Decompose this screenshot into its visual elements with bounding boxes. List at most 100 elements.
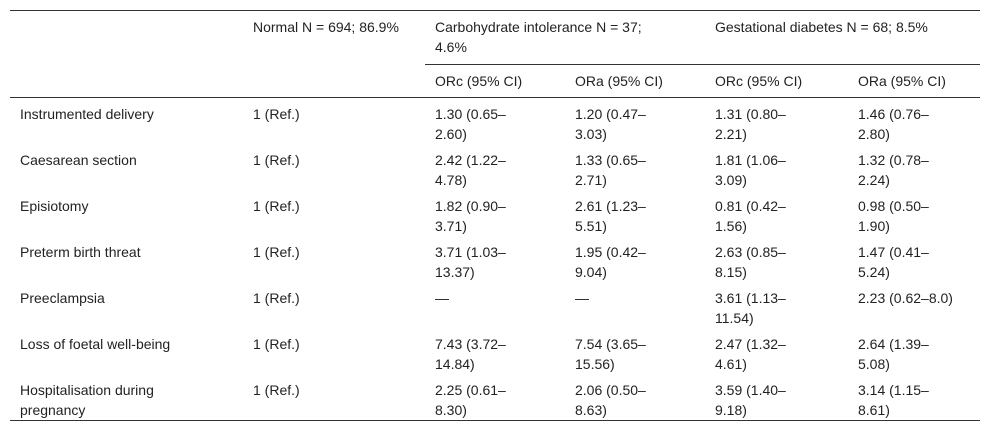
subheader: ORa (95% CI): [565, 64, 705, 98]
empty-cell: [243, 64, 425, 98]
cell-value: —: [575, 290, 589, 306]
value-cell: 1.81 (1.06–3.09): [705, 144, 848, 190]
value-cell: 2.64 (1.39–5.08): [848, 328, 980, 374]
row-label-cell: Preeclampsia: [10, 282, 243, 328]
value-cell: —: [425, 282, 565, 328]
cell-value: 1 (Ref.): [253, 106, 300, 122]
table-row: Instrumented delivery 1 (Ref.) 1.30 (0.65–…: [10, 98, 980, 145]
cell-value: 1.47 (0.41–5.24): [858, 244, 929, 280]
empty-cell: [10, 64, 243, 98]
value-cell: 1.32 (0.78–2.24): [848, 144, 980, 190]
cell-value: 7.54 (3.65–15.56): [575, 336, 646, 372]
cell-value: 3.61 (1.13–11.54): [715, 290, 786, 326]
value-cell: 3.71 (1.03–13.37): [425, 236, 565, 282]
cell-value: 2.06 (0.50–8.63): [575, 382, 646, 418]
group-header: Carbohydrate intolerance N = 37; 4.6%: [425, 10, 705, 65]
value-cell: 1 (Ref.): [243, 328, 425, 374]
cell-value: 1.32 (0.78–2.24): [858, 152, 929, 188]
results-table: Normal N = 694; 86.9% Carbohydrate intol…: [10, 10, 981, 421]
cell-value: 1 (Ref.): [253, 382, 300, 398]
cell-value: —: [435, 290, 449, 306]
value-cell: 1.47 (0.41–5.24): [848, 236, 980, 282]
row-label: Hospitalisation during pregnancy: [20, 382, 154, 418]
table-row: Loss of foetal well-being 1 (Ref.) 7.43 (3…: [10, 328, 980, 374]
value-cell: 0.98 (0.50–1.90): [848, 190, 980, 236]
value-cell: 1.33 (0.65–2.71): [565, 144, 705, 190]
subheader-row: ORc (95% CI) ORa (95% CI) ORc (95% CI) O…: [10, 64, 981, 98]
cell-value: 3.71 (1.03–13.37): [435, 244, 506, 280]
cell-value: 1.31 (0.80–2.21): [715, 106, 786, 142]
group-text: Carbohydrate intolerance N = 37; 4.6%: [435, 19, 642, 55]
value-cell: 2.63 (0.85–8.15): [705, 236, 848, 282]
row-label-cell: Episiotomy: [10, 190, 243, 236]
cell-value: 2.25 (0.61–8.30): [435, 382, 506, 418]
cell-value: 1.81 (1.06–3.09): [715, 152, 786, 188]
row-label-cell: Caesarean section: [10, 144, 243, 190]
cell-value: 0.98 (0.50–1.90): [858, 198, 929, 234]
value-cell: 1.20 (0.47–3.03): [565, 98, 705, 145]
cell-value: 7.43 (3.72–14.84): [435, 336, 506, 372]
group-text: Normal N = 694; 86.9%: [253, 19, 399, 35]
table-row: Preterm birth threat 1 (Ref.) 3.71 (1.03–1…: [10, 236, 980, 282]
value-cell: 2.23 (0.62–8.0): [848, 282, 980, 328]
row-label-cell: Instrumented delivery: [10, 98, 243, 145]
table-row: Preeclampsia 1 (Ref.) — — 3.61 (1.13–11.54) 2…: [10, 282, 980, 328]
cell-value: 2.42 (1.22–4.78): [435, 152, 506, 188]
value-cell: 2.42 (1.22–4.78): [425, 144, 565, 190]
value-cell: 1 (Ref.): [243, 374, 425, 421]
table-row: Hospitalisation during pregnancy 1 (Ref.)…: [10, 374, 980, 421]
value-cell: —: [565, 282, 705, 328]
value-cell: 2.06 (0.50–8.63): [565, 374, 705, 421]
row-label: Preeclampsia: [20, 290, 105, 306]
table-body: Normal N = 694; 86.9% Carbohydrate intol…: [10, 10, 981, 421]
value-cell: 2.61 (1.23–5.51): [565, 190, 705, 236]
row-label: Instrumented delivery: [20, 106, 154, 122]
value-cell: 1 (Ref.): [243, 236, 425, 282]
cell-value: 1.33 (0.65–2.71): [575, 152, 646, 188]
cell-value: 1.46 (0.76–2.80): [858, 106, 929, 142]
cell-value: 3.59 (1.40–9.18): [715, 382, 786, 418]
value-cell: 1.82 (0.90–3.71): [425, 190, 565, 236]
cell-value: 1.95 (0.42–9.04): [575, 244, 646, 280]
subheader: ORc (95% CI): [705, 64, 848, 98]
cell-value: 1.82 (0.90–3.71): [435, 198, 506, 234]
row-label-cell: Preterm birth threat: [10, 236, 243, 282]
cell-value: 2.63 (0.85–8.15): [715, 244, 786, 280]
row-label-cell: Loss of foetal well-being: [10, 328, 243, 374]
group-header-row: Normal N = 694; 86.9% Carbohydrate intol…: [10, 10, 981, 65]
value-cell: 1 (Ref.): [243, 190, 425, 236]
row-label-cell: Hospitalisation during pregnancy: [10, 374, 243, 421]
value-cell: 0.81 (0.42–1.56): [705, 190, 848, 236]
table-row: Episiotomy 1 (Ref.) 1.82 (0.90–3.71) 2.61 (…: [10, 190, 980, 236]
cell-value: 1 (Ref.): [253, 290, 300, 306]
cell-value: 1 (Ref.): [253, 244, 300, 260]
value-cell: 1 (Ref.): [243, 282, 425, 328]
value-cell: 1.30 (0.65–2.60): [425, 98, 565, 145]
cell-value: 2.23 (0.62–8.0): [858, 290, 953, 306]
value-cell: 7.43 (3.72–14.84): [425, 328, 565, 374]
cell-value: 1.30 (0.65–2.60): [435, 106, 506, 142]
subheader: ORa (95% CI): [848, 64, 981, 98]
subheader: ORc (95% CI): [425, 64, 565, 98]
cell-value: 2.61 (1.23–5.51): [575, 198, 646, 234]
value-cell: 1.46 (0.76–2.80): [848, 98, 980, 145]
value-cell: 1 (Ref.): [243, 98, 425, 145]
cell-value: 2.47 (1.32–4.61): [715, 336, 786, 372]
corner-cell: [10, 11, 243, 65]
value-cell: 2.47 (1.32–4.61): [705, 328, 848, 374]
group-text: Gestational diabetes N = 68; 8.5%: [715, 19, 928, 35]
table-row: Caesarean section 1 (Ref.) 2.42 (1.22–4.78…: [10, 144, 980, 190]
value-cell: 3.14 (1.15–8.61): [848, 374, 980, 421]
cell-value: 2.64 (1.39–5.08): [858, 336, 929, 372]
value-cell: 1 (Ref.): [243, 144, 425, 190]
group-header: Gestational diabetes N = 68; 8.5%: [705, 10, 981, 65]
value-cell: 1.95 (0.42–9.04): [565, 236, 705, 282]
cell-value: 1 (Ref.): [253, 198, 300, 214]
row-label: Loss of foetal well-being: [20, 336, 171, 352]
value-cell: 2.25 (0.61–8.30): [425, 374, 565, 421]
value-cell: 7.54 (3.65–15.56): [565, 328, 705, 374]
cell-value: 1 (Ref.): [253, 336, 300, 352]
cell-value: 0.81 (0.42–1.56): [715, 198, 786, 234]
value-cell: 3.59 (1.40–9.18): [705, 374, 848, 421]
value-cell: 3.61 (1.13–11.54): [705, 282, 848, 328]
